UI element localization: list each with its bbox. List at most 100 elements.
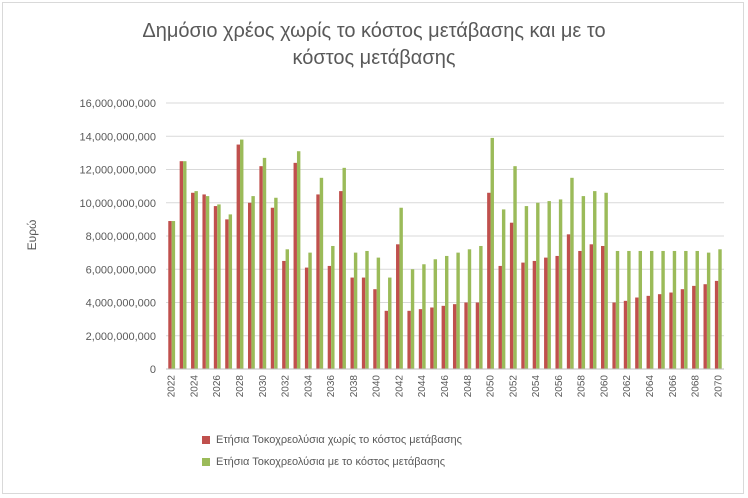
bar-without-transition-cost (657, 294, 662, 369)
bar-with-transition-cost (706, 252, 711, 369)
bar-with-transition-cost (513, 166, 517, 369)
bar-with-transition-cost (593, 191, 597, 369)
bar-without-transition-cost (225, 219, 229, 369)
bar-with-transition-cost (581, 196, 586, 369)
bar-without-transition-cost (464, 302, 468, 369)
y-tick-label: 16,000,000,000 (80, 98, 156, 110)
bar-with-transition-cost (433, 259, 438, 369)
bar-without-transition-cost (270, 207, 275, 369)
bar-without-transition-cost (407, 310, 411, 369)
bar-with-transition-cost (422, 264, 426, 369)
bar-without-transition-cost (452, 304, 457, 369)
bar-without-transition-cost (703, 284, 707, 369)
bar-with-transition-cost (319, 177, 324, 369)
bars (168, 137, 722, 369)
y-tick-label: 12,000,000,000 (80, 165, 156, 177)
y-axis-label: Ευρώ (25, 220, 39, 251)
y-tick-label: 2,000,000,000 (86, 331, 156, 343)
bar-with-transition-cost (274, 197, 278, 369)
x-tick-label: 2050 (486, 375, 497, 398)
bar-with-transition-cost (615, 250, 620, 369)
bar-with-transition-cost (228, 214, 233, 369)
bar-with-transition-cost (262, 157, 267, 369)
bar-without-transition-cost (487, 192, 491, 369)
bar-without-transition-cost (441, 305, 445, 369)
bar-with-transition-cost (194, 191, 198, 369)
bar-without-transition-cost (578, 250, 582, 369)
legend-label-series-1: Ετήσια Τοκοχρεολύσια χωρίς το κόστος μετ… (216, 434, 462, 446)
y-tick-label: 10,000,000,000 (80, 198, 156, 210)
x-tick-label: 2052 (508, 375, 519, 398)
bar-with-transition-cost (353, 252, 358, 369)
bar-without-transition-cost (612, 302, 616, 369)
bar-with-transition-cost (638, 250, 643, 369)
bar-with-transition-cost (410, 269, 415, 369)
x-tick-label: 2036 (326, 375, 337, 398)
bar-without-transition-cost (521, 262, 525, 369)
bar-without-transition-cost (418, 309, 423, 369)
bar-with-transition-cost (445, 255, 449, 369)
bar-without-transition-cost (168, 221, 172, 369)
bar-with-transition-cost (217, 204, 221, 369)
chart-title-line-1: Δημόσιο χρέος χωρίς το κόστος μετάβασης … (142, 20, 606, 42)
bar-with-transition-cost (183, 161, 187, 369)
bar-with-transition-cost (342, 167, 346, 369)
bar-with-transition-cost (604, 192, 608, 369)
bar-without-transition-cost (259, 166, 263, 369)
bar-with-transition-cost (536, 202, 540, 369)
bar-with-transition-cost (308, 252, 312, 369)
x-tick-label: 2060 (599, 375, 610, 398)
bar-without-transition-cost (635, 297, 639, 369)
bar-with-transition-cost (695, 250, 699, 369)
bar-without-transition-cost (213, 206, 218, 369)
y-tick-label: 4,000,000,000 (86, 298, 156, 310)
chart-title-line-2: κόστος μετάβασης (292, 47, 456, 69)
bar-without-transition-cost (692, 285, 696, 369)
x-tick-label: 2068 (691, 375, 702, 398)
x-tick-label: 2040 (372, 375, 383, 398)
x-axis-ticks: 2022 2024 2026 2028 2030 2032 2034 2036 2038 2040… (167, 375, 725, 398)
x-tick-label: 2048 (463, 375, 474, 398)
bar-without-transition-cost (532, 260, 537, 369)
legend-swatch-series-2 (202, 458, 210, 466)
bar-with-transition-cost (684, 250, 688, 369)
bar-with-transition-cost (388, 277, 392, 369)
bar-with-transition-cost (627, 250, 631, 369)
bar-without-transition-cost (384, 310, 389, 369)
x-tick-label: 2026 (212, 375, 223, 398)
bar-without-transition-cost (714, 280, 719, 369)
bar-with-transition-cost (240, 139, 244, 369)
bar-without-transition-cost (304, 267, 309, 369)
bar-without-transition-cost (623, 300, 628, 369)
bar-without-transition-cost (202, 194, 206, 369)
x-tick-label: 2064 (645, 375, 656, 398)
bar-with-transition-cost (490, 137, 494, 369)
legend-item-series-1: Ετήσια Τοκοχρεολύσια χωρίς το κόστος μετ… (202, 432, 462, 448)
bar-with-transition-cost (479, 245, 483, 369)
bar-with-transition-cost (524, 206, 529, 369)
bar-with-transition-cost (558, 199, 563, 369)
x-tick-label: 2038 (349, 375, 360, 398)
bar-with-transition-cost (547, 201, 551, 369)
bar-with-transition-cost (661, 250, 665, 369)
y-tick-label: 8,000,000,000 (86, 231, 156, 243)
bar-without-transition-cost (589, 244, 594, 369)
x-tick-label: 2070 (713, 375, 724, 398)
bar-with-transition-cost (285, 249, 289, 369)
x-tick-label: 2058 (577, 375, 588, 398)
bar-with-transition-cost (399, 207, 403, 369)
bar-without-transition-cost (566, 234, 571, 369)
bar-without-transition-cost (498, 265, 502, 369)
bar-without-transition-cost (293, 162, 297, 369)
bar-without-transition-cost (236, 144, 241, 369)
bar-with-transition-cost (570, 177, 574, 369)
bar-with-transition-cost (718, 249, 722, 369)
bar-with-transition-cost (296, 151, 301, 369)
bar-without-transition-cost (646, 295, 650, 369)
bar-with-transition-cost (251, 196, 255, 369)
x-tick-label: 2042 (394, 375, 405, 398)
bar-without-transition-cost (179, 161, 184, 369)
chart-title: Δημόσιο χρέος χωρίς το κόστος μετάβασης … (0, 18, 748, 72)
bar-with-transition-cost (672, 250, 677, 369)
bar-without-transition-cost (191, 192, 195, 369)
